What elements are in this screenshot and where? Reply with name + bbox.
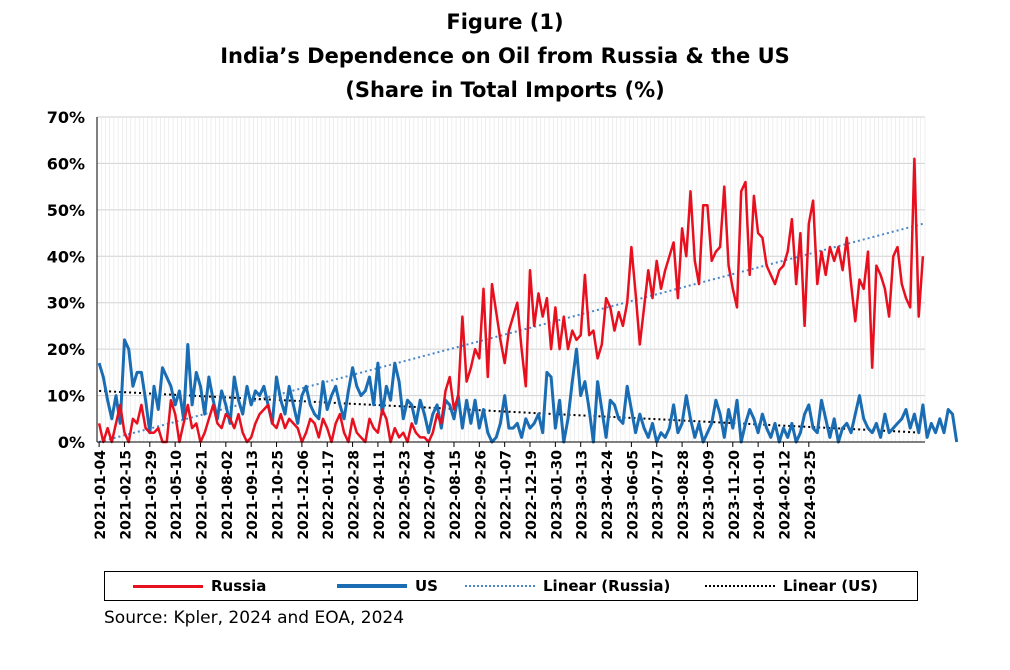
y-tick-label: 30% (47, 294, 85, 313)
legend-item-linear-us: Linear (US) (705, 572, 878, 600)
x-tick-label: 2021-10-25 (271, 450, 287, 540)
legend-swatch-us (337, 584, 407, 588)
x-tick-label: 2023-04-24 (600, 450, 616, 540)
x-tick-label: 2024-03-25 (803, 450, 819, 540)
legend-label-russia: Russia (211, 577, 267, 595)
source-note: Source: Kpler, 2024 and EOA, 2024 (104, 608, 405, 628)
x-tick-label: 2022-08-15 (448, 450, 464, 540)
chart-title-line-2: India’s Dependence on Oil from Russia & … (220, 44, 790, 68)
line-chart: 0% 10% 20% 30% 40% 50% 60% 70% 2021-01-04 2021-02… (47, 108, 959, 540)
x-tick-label: 2022-12-19 (524, 450, 540, 540)
legend-item-linear-russia: Linear (Russia) (465, 572, 670, 600)
x-tick-label: 2021-01-04 (93, 450, 109, 540)
x-tick-label: 2022-02-28 (347, 450, 363, 540)
x-tick-label: 2021-05-10 (169, 450, 185, 540)
x-tick-label: 2022-11-07 (499, 450, 515, 540)
series-line-us (97, 338, 959, 444)
x-tick-label: 2023-06-05 (625, 450, 641, 540)
legend-item-us: US (337, 572, 438, 600)
y-tick-label: 10% (47, 387, 85, 406)
x-tick-label: 2022-01-17 (321, 450, 337, 540)
x-tick-label: 2022-09-26 (473, 450, 489, 540)
x-tick-label: 2022-05-23 (397, 450, 413, 540)
x-tick-label: 2024-02-12 (777, 450, 793, 540)
x-tick-label: 2023-11-20 (727, 450, 743, 540)
x-tick-label: 2021-09-13 (245, 450, 261, 540)
x-tick-label: 2021-08-02 (220, 450, 236, 540)
x-tick-label: 2021-06-21 (195, 450, 211, 540)
legend-swatch-linear-russia (465, 585, 535, 587)
legend-item-russia: Russia (133, 572, 266, 600)
legend-swatch-russia (133, 584, 203, 588)
x-tick-label: 2023-03-13 (575, 450, 591, 540)
x-tick-label: 2022-04-11 (372, 450, 388, 540)
y-tick-label: 70% (47, 108, 85, 127)
legend-swatch-linear-us (705, 585, 775, 587)
x-tick-label: 2023-08-28 (676, 450, 692, 540)
x-tick-label: 2023-07-17 (651, 450, 667, 540)
x-tick-label: 2023-10-09 (701, 450, 717, 540)
legend-label-us: US (415, 577, 438, 595)
y-tick-label: 50% (47, 201, 85, 220)
series-line-russia (97, 157, 925, 444)
legend-label-linear-us: Linear (US) (783, 577, 878, 595)
x-tick-label: 2021-02-15 (118, 450, 134, 540)
x-tick-label: 2021-12-06 (296, 450, 312, 540)
legend-label-linear-russia: Linear (Russia) (543, 577, 671, 595)
x-tick-label: 2022-07-04 (423, 450, 439, 540)
chart-legend: Russia US Linear (Russia) Linear (US) (104, 571, 918, 601)
y-tick-label: 40% (47, 247, 85, 266)
y-tick-label: 0% (58, 433, 85, 452)
x-tick-label: 2021-03-29 (144, 450, 160, 540)
y-tick-label: 60% (47, 154, 85, 173)
chart-title-line-3: (Share in Total Imports (%) (345, 78, 665, 102)
x-tick-label: 2024-01-01 (752, 450, 768, 540)
x-tick-label: 2023-01-30 (549, 450, 565, 540)
chart-title-line-1: Figure (1) (446, 10, 564, 34)
y-tick-label: 20% (47, 340, 85, 359)
